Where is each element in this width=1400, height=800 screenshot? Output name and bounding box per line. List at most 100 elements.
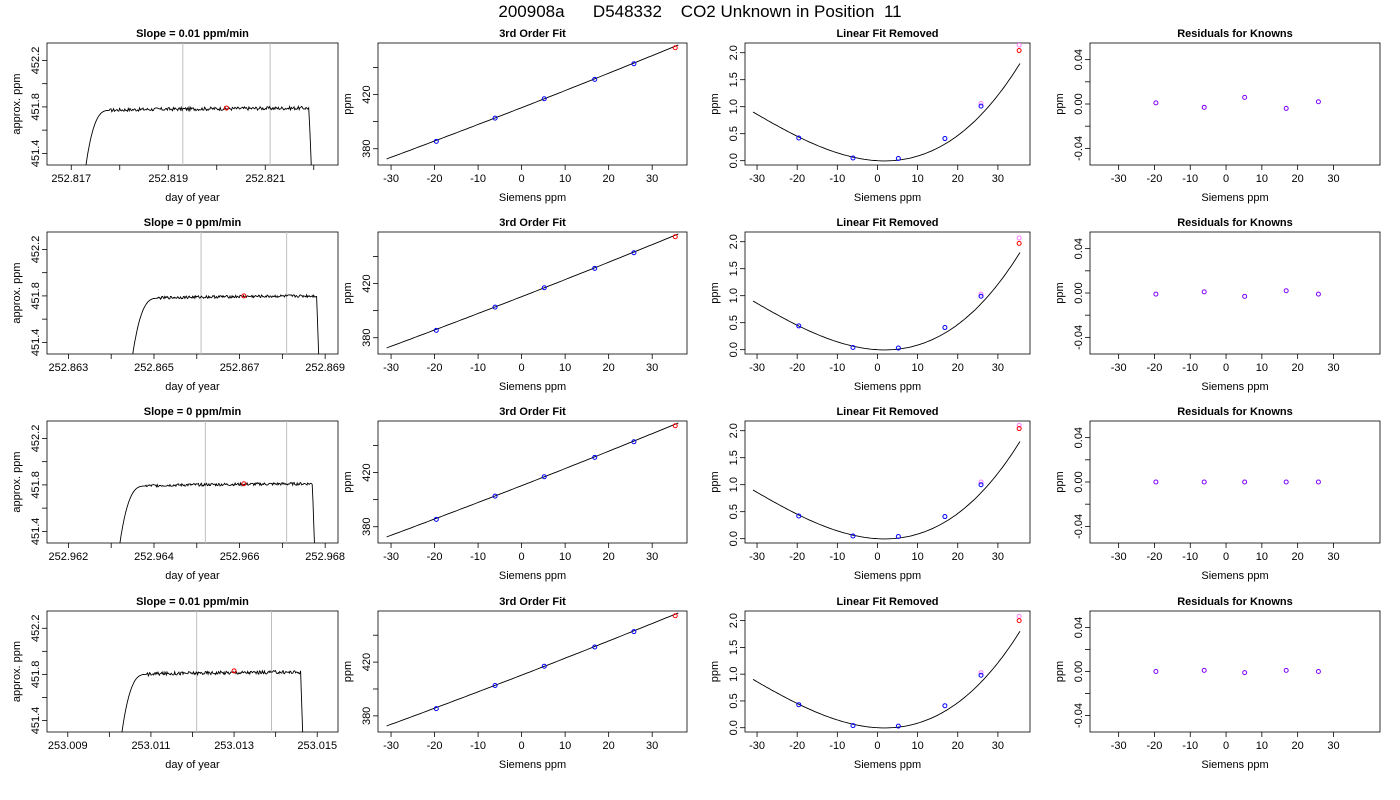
unknown-point — [1016, 618, 1022, 624]
known-point — [942, 136, 948, 142]
panel-title: 3rd Order Fit — [499, 596, 566, 608]
x-tick-label: -20 — [789, 362, 805, 374]
residual-point — [1315, 99, 1321, 105]
known-point — [978, 482, 984, 488]
panel-title: Linear Fit Removed — [836, 406, 938, 418]
x-tick-label: -10 — [1182, 173, 1198, 185]
known-point — [592, 265, 598, 271]
panel-title: Linear Fit Removed — [836, 217, 938, 229]
y-axis-label: ppm — [342, 282, 354, 303]
known-point — [631, 439, 637, 445]
known-point — [541, 474, 547, 480]
x-tick-label: -30 — [383, 362, 399, 374]
y-tick-label: 0.0 — [728, 342, 740, 357]
residual-point — [1242, 293, 1248, 299]
residual-point — [1315, 479, 1321, 485]
panel-4-3: Linear Fit Removed -30 -20 -10 0 10 20 30 0.0 0.5… — [709, 596, 1031, 771]
x-tick-label: 10 — [559, 362, 571, 374]
x-tick-label: 10 — [911, 740, 923, 752]
y-tick-label: 1.0 — [728, 477, 740, 492]
residual-point — [1201, 667, 1207, 673]
panel-4-1: Slope = 0.01 ppm/min 253.009 253.011 253.01… — [11, 596, 339, 771]
x-tick-label: -10 — [470, 173, 486, 185]
x-tick-label: 252.819 — [148, 173, 188, 185]
known-point — [978, 293, 984, 299]
y-tick-label: 2.0 — [728, 423, 740, 438]
x-tick-label: -20 — [789, 173, 805, 185]
x-tick-label: 20 — [952, 551, 964, 563]
x-tick-label: 30 — [646, 740, 658, 752]
x-tick-label: 10 — [1256, 173, 1268, 185]
x-axis-label: day of year — [165, 192, 220, 204]
x-tick-label: 253.011 — [131, 740, 170, 752]
x-tick-label: -20 — [427, 551, 443, 563]
x-tick-label: 20 — [952, 173, 964, 185]
x-tick-label: 252.865 — [134, 362, 174, 374]
x-tick-label: -20 — [1146, 173, 1162, 185]
x-tick-label: -10 — [1182, 740, 1198, 752]
x-tick-label: 252.968 — [305, 551, 345, 563]
plot-frame — [377, 610, 688, 733]
known-point — [492, 493, 498, 499]
plot-area — [386, 612, 679, 727]
known-point — [850, 345, 856, 351]
y-tick-label: 0.0 — [728, 531, 740, 546]
known-point — [895, 345, 901, 351]
x-tick-label: 30 — [646, 173, 658, 185]
x-tick-label: 253.009 — [48, 740, 88, 752]
residual-point — [1242, 94, 1248, 100]
plot-frame — [377, 420, 688, 544]
y-tick-label: 0.0 — [728, 720, 740, 735]
y-tick-label: 2.0 — [728, 45, 740, 60]
x-tick-label: -20 — [1146, 740, 1162, 752]
panel-title: Slope = 0.01 ppm/min — [136, 28, 249, 40]
known-point — [942, 325, 948, 331]
x-tick-label: 30 — [992, 362, 1004, 374]
panel-title: Residuals for Knowns — [1177, 596, 1293, 608]
x-axis-label: day of year — [165, 570, 220, 582]
panel-title: 3rd Order Fit — [499, 406, 566, 418]
x-axis-label: Siemens ppm — [1201, 192, 1268, 204]
known-point — [433, 327, 439, 333]
y-tick-label: 380 — [361, 707, 373, 725]
known-point — [978, 672, 984, 678]
y-tick-label: 2.0 — [728, 234, 740, 249]
known-point — [942, 703, 948, 709]
known-point — [631, 629, 637, 635]
known-point — [796, 323, 802, 329]
y-axis-label: ppm — [342, 661, 354, 682]
x-tick-label: 20 — [1292, 551, 1304, 563]
x-tick-label: 253.015 — [297, 740, 337, 752]
x-tick-label: 10 — [1256, 740, 1268, 752]
x-tick-label: 10 — [1256, 551, 1268, 563]
x-tick-label: -10 — [829, 551, 845, 563]
x-axis-label: Siemens ppm — [854, 570, 921, 582]
known-point — [796, 513, 802, 519]
concentration-trace — [132, 293, 320, 354]
panel-title: Linear Fit Removed — [836, 28, 938, 40]
average-marker — [241, 293, 247, 299]
x-tick-label: 20 — [603, 551, 615, 563]
residual-point — [1315, 669, 1321, 674]
known-point — [592, 454, 598, 460]
y-tick-label: 1.5 — [728, 261, 740, 276]
x-tick-label: 252.821 — [245, 173, 285, 185]
x-axis-label: Siemens ppm — [854, 192, 921, 204]
plot-area — [121, 611, 304, 732]
x-tick-label: 20 — [952, 740, 964, 752]
x-tick-label: -30 — [383, 740, 399, 752]
x-tick-label: -20 — [427, 740, 443, 752]
residual-point — [1153, 669, 1159, 674]
x-tick-label: 20 — [603, 740, 615, 752]
x-axis-label: Siemens ppm — [1201, 570, 1268, 582]
panel-3-3: Linear Fit Removed -30 -20 -10 0 10 20 30 0.0 0.5… — [709, 406, 1031, 582]
known-point — [541, 285, 547, 291]
plot-area — [752, 422, 1022, 540]
x-tick-label: -30 — [749, 173, 765, 185]
y-tick-label: 2.0 — [728, 613, 740, 628]
y-tick-label: 0.00 — [1073, 93, 1085, 114]
x-tick-label: 252.869 — [305, 362, 345, 374]
plot-frame — [46, 42, 339, 166]
x-tick-label: 30 — [992, 740, 1004, 752]
average-marker — [223, 105, 229, 111]
